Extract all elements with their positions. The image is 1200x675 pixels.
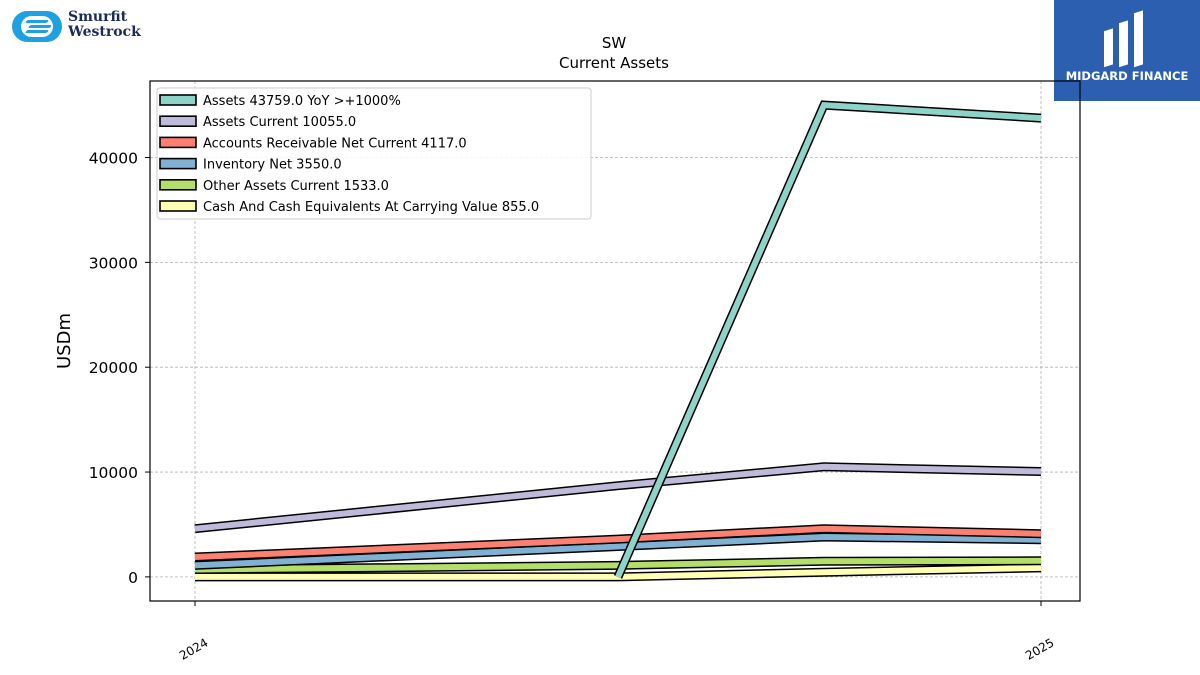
legend-swatch: [159, 136, 197, 149]
x-tick-label: 2024: [177, 635, 210, 662]
series-inventory-net: [194, 532, 1042, 570]
legend-swatch: [159, 94, 197, 106]
series-line-outline: [613, 100, 1042, 579]
legend-label: Accounts Receivable Net Current 4117.0: [203, 136, 467, 151]
series-lines: [194, 100, 1042, 582]
y-axis-label: USDm: [54, 313, 75, 369]
y-tick-label: 20000: [89, 359, 138, 377]
y-tick-label: 40000: [89, 150, 138, 168]
company-name-line1: Smurfit: [68, 9, 128, 25]
legend-swatch: [159, 115, 197, 127]
chart-subtitle: Current Assets: [559, 54, 669, 72]
x-tick-label: 2025: [1023, 635, 1056, 662]
brand-name: MIDGARD FINANCE: [1065, 69, 1189, 83]
plot-frame: [149, 80, 1081, 602]
wave-stroke: [25, 20, 49, 23]
company-wordmark: Smurfit Westrock: [68, 10, 141, 40]
series-other-assets-current: [194, 556, 1042, 574]
series-line: [194, 525, 1042, 560]
series-assets-current: [194, 462, 1042, 534]
legend-label: Inventory Net 3550.0: [203, 158, 342, 173]
company-name-line2: Westrock: [68, 24, 141, 40]
series-cash-and-cash-equivalents-at-carrying-value: [195, 563, 1042, 582]
wave-stroke: [25, 30, 49, 33]
series-assets: [613, 100, 1042, 579]
company-logo: Smurfit Westrock: [12, 10, 152, 46]
y-tick-label: 10000: [89, 464, 138, 482]
series-line: [194, 463, 1042, 532]
legend-swatch: [159, 200, 197, 212]
y-tick-label: 30000: [89, 254, 138, 272]
legend-label: Other Assets Current 1533.0: [203, 179, 389, 194]
series-line: [615, 101, 1042, 579]
legend-label: Assets Current 10055.0: [203, 115, 356, 130]
series-line: [194, 533, 1042, 569]
legend-swatch: [159, 157, 197, 170]
midgard-logo-icon: [1104, 10, 1143, 68]
series-accounts-receivable-net-current: [194, 524, 1042, 562]
legend-box: [156, 87, 592, 220]
wave-stroke: [28, 25, 52, 28]
series-line: [195, 564, 1042, 580]
series-line-outline: [194, 462, 1042, 534]
y-tick-label: 0: [128, 569, 138, 587]
legend-swatch: [159, 179, 197, 191]
chart-title: SW: [602, 34, 627, 52]
legend: Assets 43759.0 YoY >+1000% Assets Current…: [156, 87, 592, 220]
series-line: [194, 557, 1042, 573]
midgard-finance-logo: MIDGARD FINANCE: [1054, 0, 1200, 101]
legend-label: Cash And Cash Equivalents At Carrying Va…: [203, 200, 539, 215]
axis-ticks: 0 10000 20000 30000 40000 2024 2025: [89, 150, 1057, 663]
legend-label: Assets 43759.0 YoY >+1000%: [203, 94, 401, 109]
